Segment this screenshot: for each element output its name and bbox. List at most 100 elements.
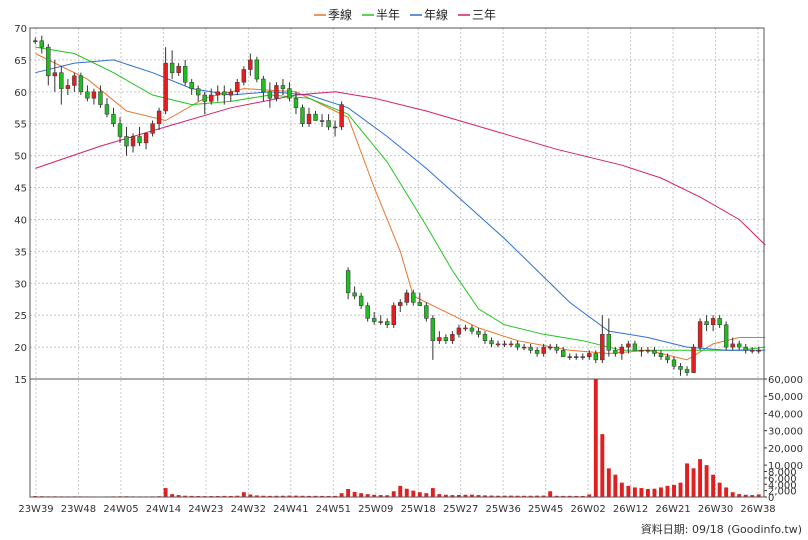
volume-bar <box>496 495 500 497</box>
candle-body <box>313 113 318 121</box>
volume-bar <box>267 495 272 497</box>
volume-bar <box>228 495 233 497</box>
candle-body <box>261 78 266 93</box>
volume-bar <box>430 488 435 497</box>
x-tick-label: 26W38 <box>740 504 775 515</box>
volume-bar <box>515 495 520 497</box>
volume-bar <box>717 482 722 497</box>
candle-body <box>280 85 286 89</box>
volume-bar <box>463 494 468 497</box>
volume-bar <box>691 468 696 497</box>
volume-bar <box>320 495 324 497</box>
candle-body <box>736 343 742 348</box>
candle-body <box>443 337 449 341</box>
volume-tick-label: 40,000 <box>768 409 803 420</box>
candle-body <box>574 356 579 358</box>
volume-bar <box>619 482 624 497</box>
x-tick-label: 23W39 <box>18 504 53 515</box>
volume-bar <box>417 492 422 497</box>
volume-bar <box>652 488 657 497</box>
candle-body <box>215 91 220 96</box>
candle-body <box>639 350 644 352</box>
volume-bar <box>574 495 579 497</box>
candle-body <box>541 346 546 354</box>
volume-bar <box>170 494 175 497</box>
candle-body <box>332 126 338 129</box>
volume-bar <box>365 494 370 497</box>
volume-bar <box>313 495 318 497</box>
candle-body <box>658 353 664 357</box>
candle-body <box>632 343 638 351</box>
candle-body <box>750 350 755 352</box>
candle-body <box>417 302 423 306</box>
candle-body <box>39 40 44 48</box>
volume-bar <box>567 495 572 497</box>
candle-body <box>508 343 514 346</box>
volume-tick-label: 20,000 <box>768 444 803 455</box>
volume-bar <box>470 494 474 497</box>
legend-item: 季線 <box>328 7 352 22</box>
volume-bar <box>639 488 644 497</box>
candle-body <box>137 136 142 144</box>
price-tick-label: 45 <box>14 184 27 195</box>
volume-bar <box>411 490 416 497</box>
candle-body <box>248 59 253 70</box>
candle-body <box>463 327 468 330</box>
x-tick-label: 25W36 <box>486 504 521 515</box>
candle-body <box>482 334 488 341</box>
price-tick-label: 40 <box>14 215 27 226</box>
candle-body <box>469 327 475 332</box>
candle-body <box>46 46 51 77</box>
volume-bar <box>535 495 540 497</box>
candle-body <box>652 350 657 354</box>
volume-bar <box>737 494 742 497</box>
price-tick-label: 35 <box>14 247 27 258</box>
candle-body <box>235 81 240 93</box>
volume-bar <box>600 434 605 497</box>
legend: 季線 半年 年線 三年 <box>300 6 520 24</box>
candle-body <box>267 91 273 99</box>
price-tick-label: 55 <box>14 120 27 131</box>
volume-bar <box>346 489 351 497</box>
volume-bar <box>280 495 285 497</box>
volume-bar <box>333 495 338 497</box>
volume-tick-label: 6,000 <box>768 474 797 485</box>
x-tick-label: 24W32 <box>231 504 266 515</box>
x-tick-label: 24W14 <box>146 504 181 515</box>
legend-item: 半年 <box>376 8 400 22</box>
volume-bar <box>704 465 709 497</box>
price-tick-label: 70 <box>14 24 27 35</box>
candle-body <box>697 321 703 348</box>
volume-bar <box>424 493 429 497</box>
volume-bar <box>730 492 735 497</box>
candle-body <box>72 75 77 86</box>
candle-body <box>222 91 227 96</box>
volume-bar <box>248 494 253 497</box>
candle-body <box>241 69 247 83</box>
volume-bar <box>606 468 611 497</box>
candle-body <box>130 136 136 147</box>
volume-bar <box>561 495 566 497</box>
x-tick-label: 26W12 <box>613 504 648 515</box>
candle-body <box>156 110 162 124</box>
candle-body <box>404 292 409 303</box>
volume-bar <box>626 485 631 497</box>
candle-body <box>515 343 520 348</box>
candle-body <box>554 346 559 351</box>
volume-bar <box>443 494 448 497</box>
x-tick-label: 24W41 <box>273 504 308 515</box>
volume-tick-label: 4,000 <box>768 480 797 491</box>
candle-body <box>85 91 90 99</box>
volume-bar <box>274 495 279 497</box>
volume-bar <box>659 487 663 497</box>
volume-plot-frame <box>29 378 765 498</box>
volume-bar <box>404 488 409 497</box>
candle-body <box>547 346 553 349</box>
candle-body <box>593 353 599 361</box>
volume-bar <box>509 495 514 497</box>
volume-tick-label: 10,000 <box>768 461 803 472</box>
volume-bar <box>476 495 481 497</box>
volume-bar <box>632 487 637 497</box>
volume-bar <box>339 493 344 497</box>
